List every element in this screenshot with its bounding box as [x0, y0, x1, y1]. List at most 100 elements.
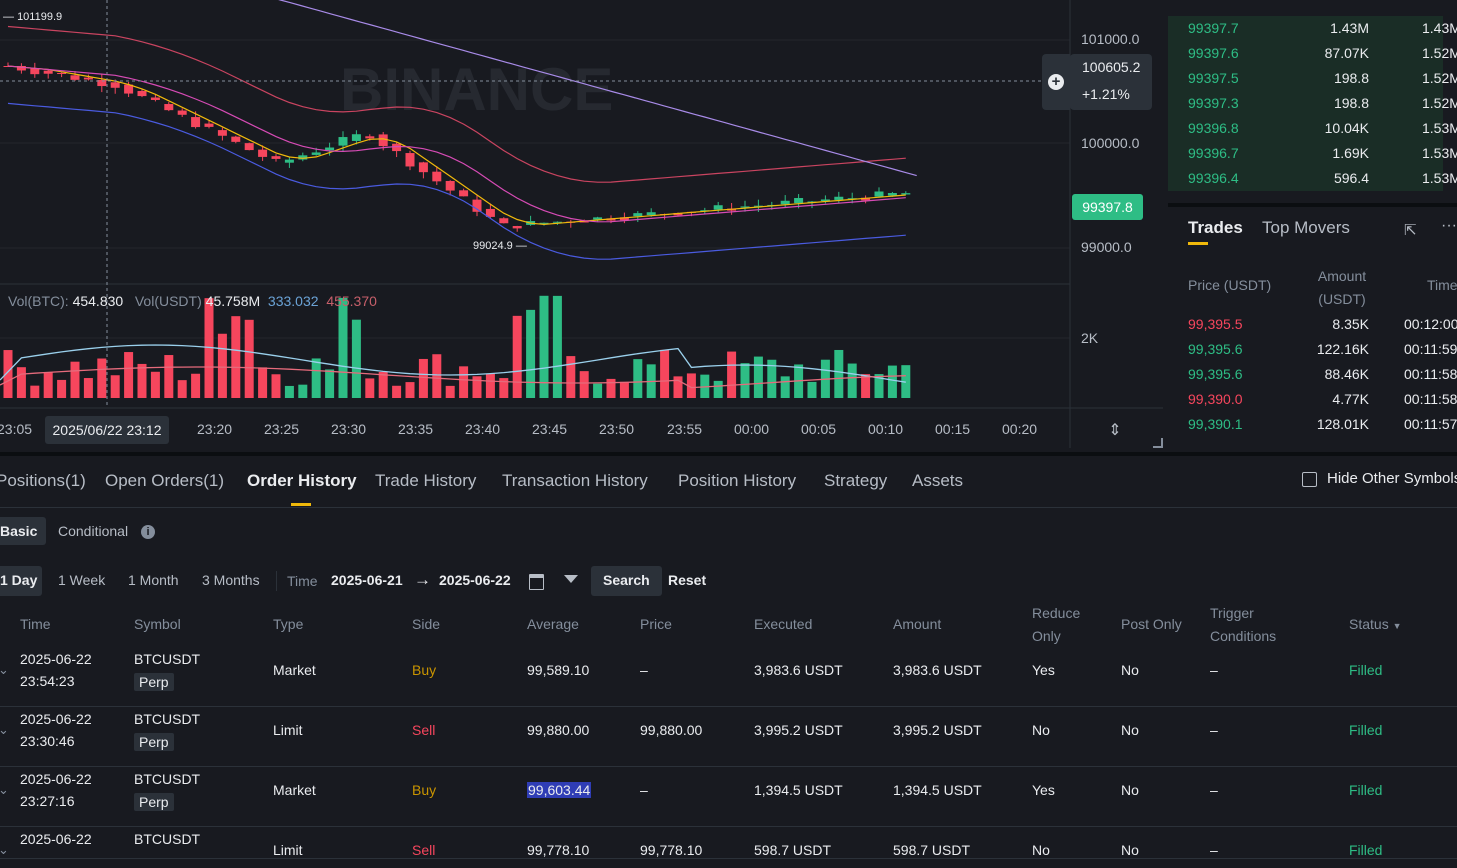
bollinger-lower [7, 102, 906, 260]
volume-bar [298, 384, 308, 398]
date-to-input[interactable]: 2025-06-22 [439, 572, 511, 588]
price-axis-label: 99000.0 [1081, 239, 1132, 255]
candle-body [901, 193, 911, 195]
range-3-months[interactable]: 3 Months [202, 572, 260, 588]
orderbook-row[interactable]: 99397.3 198.8 1.52M [1168, 91, 1457, 116]
candle-body [633, 213, 643, 217]
volume-bar [593, 383, 603, 398]
orderbook-row[interactable]: 99396.7 1.69K 1.53M [1168, 141, 1457, 166]
orderbook-total: 1.43M [1422, 20, 1457, 36]
volume-bar [365, 378, 375, 398]
tab-positions[interactable]: Positions(1) [0, 471, 86, 490]
tab-trades[interactable]: Trades [1188, 218, 1243, 237]
depth-bar [1168, 66, 1443, 91]
candle-body [16, 66, 26, 71]
candle-body [298, 155, 308, 160]
time-tick: 00:15 [935, 421, 971, 437]
popout-icon[interactable]: ⇱ [1404, 222, 1417, 239]
orderbook-row[interactable]: 99397.5 198.8 1.52M [1168, 66, 1457, 91]
candle-body [539, 222, 549, 224]
header-status[interactable]: Status ▼ [1349, 616, 1402, 632]
search-button[interactable]: Search [603, 572, 650, 588]
header-post-only: Post Only [1121, 616, 1182, 632]
more-icon[interactable]: ··· [1441, 217, 1457, 234]
auto-scale-icon[interactable]: ⇕ [1108, 422, 1122, 439]
order-reduce-only: No [1032, 842, 1050, 858]
candle-body [593, 217, 603, 220]
date-from-input[interactable]: 2025-06-21 [331, 572, 403, 588]
time-tick: 23:05 [0, 421, 33, 437]
volume-bar [204, 298, 214, 398]
trade-time: 00:12:00 [1404, 316, 1457, 332]
order-post-only: No [1121, 662, 1139, 678]
volume-ma-line [0, 344, 906, 383]
volume-bar [740, 363, 750, 398]
order-reduce-only: Yes [1032, 782, 1055, 798]
candle-body [499, 218, 509, 224]
trade-row: 99,390.0 4.77K 00:11:58 [1168, 387, 1457, 412]
calendar-icon[interactable] [529, 574, 544, 590]
candle-body [97, 79, 107, 87]
candle-body [378, 134, 388, 147]
order-time: 23:54:23 [20, 673, 75, 689]
order-average: 99,778.10 [527, 842, 590, 858]
orderbook-row[interactable]: 99396.8 10.04K 1.53M [1168, 116, 1457, 141]
time-tick: 00:05 [801, 421, 837, 437]
depth-bar [1168, 41, 1443, 66]
perp-badge: Perp [134, 673, 174, 691]
candle-body [445, 180, 455, 191]
reset-button[interactable]: Reset [668, 572, 707, 588]
expand-chevron-icon[interactable]: ⌄ [0, 662, 9, 677]
conditional-filter-button[interactable]: Conditional [58, 523, 129, 539]
tab-top-movers[interactable]: Top Movers [1262, 218, 1350, 237]
expand-chevron-icon[interactable]: ⌄ [0, 782, 9, 797]
order-price: 99,778.10 [640, 842, 703, 858]
volume-bar [445, 385, 455, 398]
expand-chevron-icon[interactable]: ⌄ [0, 842, 9, 857]
range-1-day[interactable]: 1 Day [0, 572, 38, 588]
tab-order-history[interactable]: Order History [247, 471, 357, 490]
chart-canvas[interactable]: BINANCE [0, 0, 1163, 448]
trade-price: 99,395.6 [1188, 366, 1243, 382]
volume-bar [673, 376, 683, 398]
tab-open-orders[interactable]: Open Orders(1) [105, 471, 225, 490]
depth-bar [1168, 116, 1443, 141]
orderbook-price: 99397.5 [1188, 70, 1239, 86]
order-symbol[interactable]: BTCUSDT [134, 771, 201, 787]
trade-time: 00:11:59 [1404, 341, 1457, 357]
orderbook-row[interactable]: 99397.7 1.43M 1.43M [1168, 16, 1457, 41]
orderbook-row[interactable]: 99396.4 596.4 1.53M [1168, 166, 1457, 191]
resize-handle-icon[interactable] [1153, 438, 1163, 448]
trade-time: 00:11:58 [1404, 366, 1457, 382]
info-icon[interactable]: i [141, 525, 155, 539]
basic-filter-button[interactable]: Basic [0, 523, 38, 539]
tab-transaction-history[interactable]: Transaction History [502, 471, 648, 490]
range-1-week[interactable]: 1 Week [58, 572, 106, 588]
volume-ma-line [0, 366, 906, 389]
tab-trade-history[interactable]: Trade History [375, 471, 477, 490]
order-price: – [640, 782, 648, 798]
expand-chevron-icon[interactable]: ⌄ [0, 722, 9, 737]
arrow-right-icon: → [414, 570, 431, 589]
add-alert-button[interactable]: + [1042, 54, 1070, 110]
candle-body [392, 143, 402, 152]
filter-icon[interactable] [564, 575, 578, 583]
orderbook-total: 1.53M [1422, 145, 1457, 161]
volume-bar [43, 372, 53, 398]
tab-position-history[interactable]: Position History [678, 471, 797, 490]
header-side: Side [412, 616, 441, 632]
candle-body [646, 212, 656, 216]
order-type: Market [273, 662, 316, 678]
orderbook-row[interactable]: 99397.6 87.07K 1.52M [1168, 41, 1457, 66]
hide-other-symbols-checkbox[interactable] [1302, 472, 1317, 487]
order-symbol[interactable]: BTCUSDT [134, 711, 201, 727]
order-symbol[interactable]: BTCUSDT [134, 651, 201, 667]
candle-body [485, 208, 495, 217]
tab-strategy[interactable]: Strategy [824, 471, 888, 490]
tab-assets[interactable]: Assets [912, 471, 964, 490]
candle-body [740, 206, 750, 208]
order-symbol[interactable]: BTCUSDT [134, 831, 201, 847]
divider [0, 766, 1457, 767]
range-1-month[interactable]: 1 Month [128, 572, 179, 588]
candlestick-chart[interactable]: BINANCE 101000.0 100000.0 99000.0 2K + 1… [0, 0, 1163, 448]
